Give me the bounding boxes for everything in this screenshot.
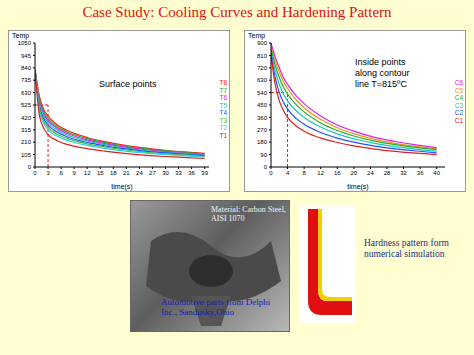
svg-text:18: 18 (110, 170, 117, 176)
svg-text:28: 28 (384, 170, 391, 176)
svg-text:735: 735 (21, 77, 32, 83)
svg-text:1050: 1050 (18, 40, 32, 46)
html-text:T4: T4 (219, 109, 227, 116)
svg-text:3: 3 (46, 170, 50, 176)
svg-text:24: 24 (367, 170, 374, 176)
svg-text:105: 105 (21, 152, 32, 158)
svg-text:40: 40 (433, 170, 440, 176)
html-text:Automotive parts from Delphi I: Automotive parts from Delphi Inc., Sandu… (161, 297, 271, 317)
svg-text:16: 16 (334, 170, 341, 176)
svg-text:27: 27 (149, 170, 156, 176)
svg-text:12: 12 (84, 170, 91, 176)
svg-text:8: 8 (302, 170, 306, 176)
svg-text:630: 630 (257, 77, 268, 83)
svg-text:6: 6 (59, 170, 63, 176)
svg-text:810: 810 (257, 53, 268, 59)
svg-text:360: 360 (257, 115, 268, 121)
svg-text:15: 15 (97, 170, 104, 176)
html-text:T6: T6 (219, 94, 227, 101)
svg-text:time(s): time(s) (111, 183, 132, 191)
svg-text:0: 0 (33, 170, 37, 176)
svg-text:450: 450 (257, 102, 268, 108)
svg-text:945: 945 (21, 53, 32, 59)
svg-text:39: 39 (201, 170, 208, 176)
html-text:Hardness pattern form numerica: Hardness pattern form numerical simulati… (364, 238, 449, 259)
svg-text:20: 20 (351, 170, 358, 176)
html-text:Surface points: Surface points (99, 79, 157, 89)
html-text:T2: T2 (219, 124, 227, 131)
svg-text:720: 720 (257, 65, 268, 71)
html-text:T3: T3 (219, 116, 227, 124)
svg-text:540: 540 (257, 90, 268, 96)
svg-text:36: 36 (188, 170, 195, 176)
html-text:T7: T7 (219, 86, 227, 94)
html-text:C6: C6 (454, 79, 463, 86)
svg-text:4: 4 (286, 170, 290, 176)
svg-text:24: 24 (136, 170, 143, 176)
html-text:C2: C2 (454, 109, 463, 116)
svg-text:12: 12 (317, 170, 324, 176)
html-text:line T=815ºC: line T=815ºC (355, 79, 407, 89)
html-text:C1: C1 (454, 116, 463, 124)
svg-text:21: 21 (123, 170, 130, 176)
svg-text:525: 525 (21, 102, 32, 108)
svg-text:0: 0 (269, 170, 273, 176)
svg-text:270: 270 (257, 127, 268, 133)
html-text:Inside points: Inside points (355, 57, 406, 67)
svg-text:210: 210 (21, 139, 32, 145)
html-text:C3: C3 (454, 101, 463, 109)
svg-text:time(s): time(s) (347, 183, 368, 191)
svg-text:90: 90 (260, 152, 267, 158)
html-text:along contour: along contour (355, 68, 410, 78)
html-text:Material: Carbon Steel, AISI 1: Material: Carbon Steel, AISI 1070 (211, 205, 286, 223)
html-text:T1: T1 (219, 131, 227, 139)
svg-text:33: 33 (175, 170, 182, 176)
svg-text:180: 180 (257, 139, 268, 145)
svg-text:0: 0 (28, 164, 32, 170)
html-text:Temp: Temp (248, 32, 266, 39)
html-text:T8: T8 (219, 79, 227, 86)
svg-text:840: 840 (21, 65, 32, 71)
svg-text:9: 9 (72, 170, 76, 176)
html-text:T5: T5 (219, 101, 227, 109)
svg-text:900: 900 (257, 40, 268, 46)
svg-text:420: 420 (21, 115, 32, 121)
html-text:C5: C5 (454, 86, 463, 94)
svg-text:0: 0 (264, 164, 268, 170)
svg-text:30: 30 (162, 170, 169, 176)
svg-text:36: 36 (417, 170, 424, 176)
html-text:Case Study: Cooling Curves and: Case Study: Cooling Curves and Hardening… (82, 4, 392, 20)
svg-text:630: 630 (21, 90, 32, 96)
html-text:Temp: Temp (12, 32, 30, 39)
svg-text:315: 315 (21, 127, 32, 133)
html-text:C4: C4 (454, 94, 463, 101)
svg-text:32: 32 (400, 170, 407, 176)
